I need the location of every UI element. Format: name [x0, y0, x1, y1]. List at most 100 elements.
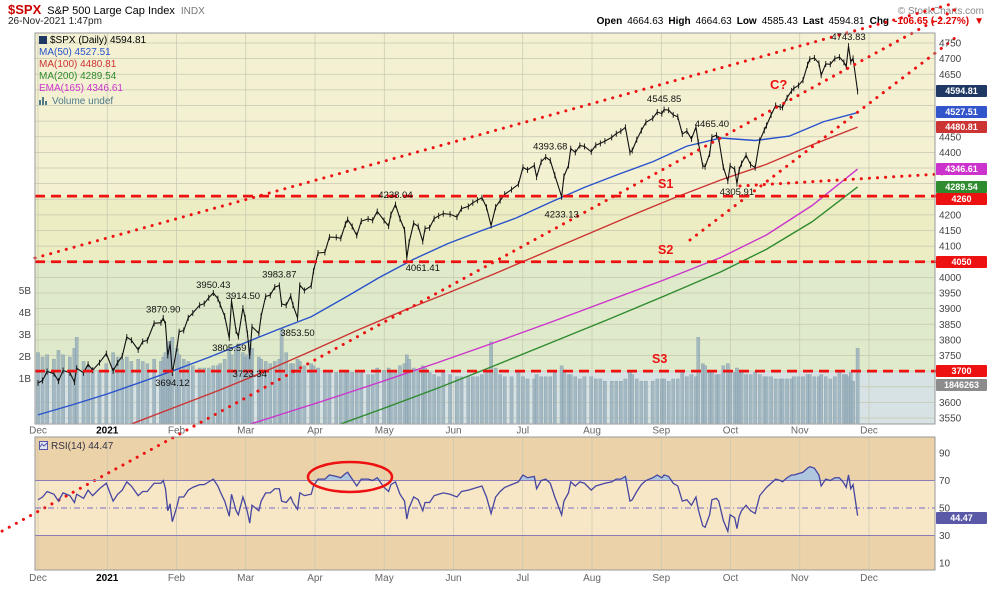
symbol-ticker: $SPX [8, 2, 42, 17]
volume-bars-icon [39, 97, 47, 105]
pivot-label: 4305.91 [720, 187, 754, 198]
price-tick: 4400 [939, 148, 962, 159]
gridlines [35, 33, 935, 570]
axis-value-box: 4289.54 [936, 181, 987, 193]
price-tick: 4200 [939, 210, 962, 221]
price-tick: 3800 [939, 335, 962, 346]
low-value: 4585.43 [761, 16, 798, 27]
legend-ema165-label: EMA(165) 4346.61 [39, 83, 123, 94]
ma200-line [338, 186, 859, 424]
month-label: Jul [516, 573, 529, 584]
rsi-overbought-fill [38, 466, 858, 481]
month-label: Jun [445, 426, 461, 437]
axis-value-box: 4527.51 [936, 106, 987, 118]
high-value: 4664.63 [695, 16, 732, 27]
last-value: 4594.81 [828, 16, 865, 27]
price-tick: 4650 [939, 70, 962, 81]
support-label-s1: S1 [658, 177, 673, 191]
legend-ma200-label: MA(200) 4289.54 [39, 71, 117, 82]
legend-spx: $SPX (Daily) 4594.81 [39, 36, 146, 46]
axis-labels: 4750 4700 4650 4450 4400 4200 4150 4100 4000 3950… [19, 39, 962, 585]
pivot-label: 4545.85 [647, 94, 681, 105]
price-tick: 3950 [939, 289, 962, 300]
pivot-label: 4061.41 [406, 263, 440, 274]
month-label: Feb [168, 573, 186, 584]
axis-value-box: 4050 [936, 256, 987, 268]
month-label: 2021 [96, 426, 119, 437]
legend-volume: Volume undef [39, 96, 113, 107]
axis-value-box: 4260 [936, 193, 987, 205]
month-label: Nov [791, 426, 809, 437]
volume-tick: 3B [19, 330, 32, 341]
volume-tick: 5B [19, 286, 32, 297]
pivot-label: 3870.90 [146, 305, 180, 316]
axis-value-box: 4480.81 [936, 121, 987, 133]
price-tick: 3900 [939, 304, 962, 315]
support-label-s2: S2 [658, 243, 673, 257]
month-label: Sep [652, 573, 670, 584]
month-label: 2021 [96, 573, 119, 584]
trendlines [0, 1, 990, 534]
volume-bars [36, 328, 860, 424]
pivot-label: 3950.43 [196, 280, 230, 291]
rsi-highlight-ellipse [306, 460, 394, 494]
legend-ma100-label: MA(100) 4480.81 [39, 59, 117, 70]
wave-c-annotation: C? [770, 77, 787, 92]
legend-ma100: MA(100) 4480.81 [39, 60, 116, 70]
month-label: Sep [652, 426, 670, 437]
rsi-panel-border [34, 436, 936, 571]
month-label: Oct [723, 573, 739, 584]
month-label: Jun [445, 573, 461, 584]
pivot-label: 4233.13 [544, 210, 578, 221]
axis-value-box: 1846263 [936, 379, 987, 391]
month-label: May [375, 573, 394, 584]
legend-ema165: EMA(165) 4346.61 [39, 84, 123, 94]
spx-candle-swatch [39, 36, 47, 44]
price-bg-bands [35, 33, 935, 424]
rsi-indicator-icon [39, 441, 48, 450]
spx-price-bars [37, 43, 859, 386]
legend-rsi-label: RSI(14) 44.47 [51, 441, 114, 452]
month-label: Aug [583, 573, 601, 584]
rsi-tick: 30 [939, 531, 951, 542]
month-label: Aug [583, 426, 601, 437]
month-label: Mar [237, 426, 255, 437]
legend-ma50-label: MA(50) 4527.51 [39, 47, 111, 58]
chg-value: -106.65 (-2.27%) [894, 16, 970, 27]
axis-value-box: 3700 [936, 365, 987, 377]
pivot-label: 3853.50 [280, 328, 314, 339]
low-label: Low [736, 16, 757, 27]
pivot-label: 4465.40 [695, 119, 729, 130]
ma100-line [129, 126, 858, 424]
quote-bar: 26-Nov-2021 1:47pm Open 4664.63 High 466… [8, 16, 984, 27]
volume-tick: 1B [19, 374, 32, 385]
rsi-tick: 70 [939, 476, 951, 487]
pivot-label: 4743.83 [831, 32, 865, 43]
axis-value-box: 4594.81 [936, 85, 987, 97]
volume-tick: 2B [19, 352, 32, 363]
legend-rsi: RSI(14) 44.47 [39, 441, 113, 452]
price-tick: 3600 [939, 398, 962, 409]
legend-ma200: MA(200) 4289.54 [39, 72, 116, 82]
support-lines: S1 S2 S3 [35, 177, 936, 373]
month-label: Jul [516, 426, 529, 437]
high-label: High [668, 16, 691, 27]
month-label: Apr [307, 573, 323, 584]
last-label: Last [802, 16, 824, 27]
rsi-tick: 10 [939, 559, 951, 570]
month-label: Nov [791, 573, 809, 584]
price-tick: 4750 [939, 39, 962, 50]
chg-down-arrow-icon: ▼ [974, 16, 984, 27]
pivot-label: 4393.68 [533, 141, 567, 152]
chg-label: Chg [869, 16, 890, 27]
price-tick: 4450 [939, 132, 962, 143]
ohlc-quote: Open 4664.63 High 4664.63 Low 4585.43 La… [597, 16, 984, 27]
price-tick: 4150 [939, 226, 962, 237]
month-label: May [375, 426, 394, 437]
price-tick: 3550 [939, 414, 962, 425]
price-tick: 3850 [939, 320, 962, 331]
month-label: Oct [723, 426, 739, 437]
pivot-label: 3805.59 [212, 343, 246, 354]
month-label: Dec [860, 426, 878, 437]
